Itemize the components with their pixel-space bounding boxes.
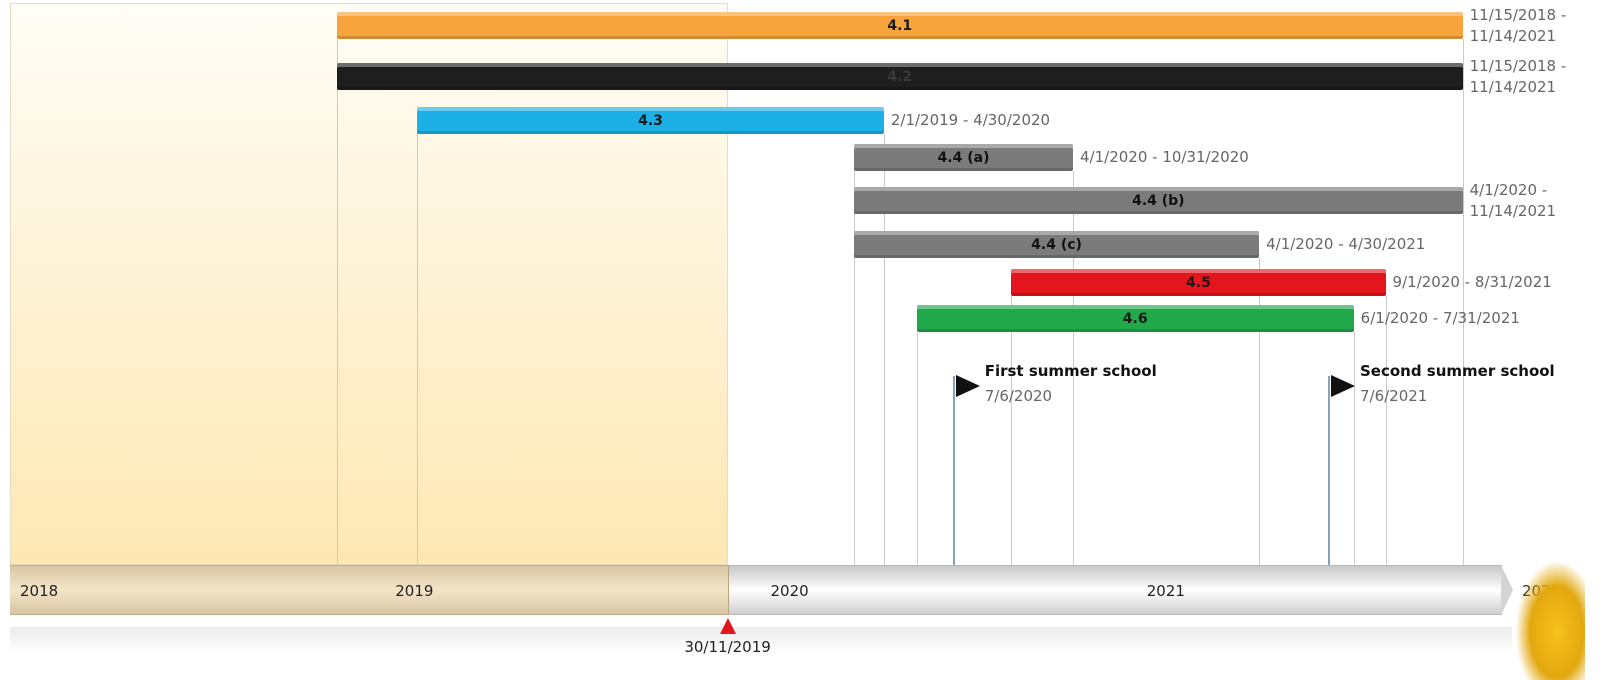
today-label: 30/11/2019 (684, 638, 771, 656)
axis-past (10, 565, 728, 615)
task-bar: 4.5 (1011, 269, 1386, 296)
task-dates: 4/1/2020 - 10/31/2020 (1080, 148, 1249, 166)
task-bar: 4.6 (916, 305, 1354, 332)
year-label: 2021 (1146, 582, 1185, 600)
task-bar: 4.2 (336, 63, 1463, 90)
task-dates: 11/15/2018 - 11/14/2021 (1469, 6, 1567, 45)
drop-line (1354, 332, 1355, 565)
task-name: 4.4 (b) (1132, 192, 1185, 209)
axis-arrow (1501, 565, 1513, 615)
year-label: 2018 (20, 582, 59, 600)
task-dates: 6/1/2020 - 7/31/2021 (1360, 309, 1520, 327)
milestone-flag (955, 375, 980, 397)
year-label: 2019 (395, 582, 434, 600)
milestone-name: Second summer school (1359, 362, 1555, 380)
milestone-pole (952, 376, 955, 565)
drop-line (1386, 296, 1387, 565)
drop-line (884, 134, 885, 565)
year-label: 2020 (770, 582, 809, 600)
logo (1515, 560, 1585, 680)
milestone-date: 7/6/2021 (1359, 387, 1428, 405)
milestone-name: First summer school (984, 362, 1157, 380)
milestone-date: 7/6/2020 (984, 387, 1053, 405)
milestone-flag (1330, 375, 1355, 397)
drop-line (417, 134, 418, 565)
drop-line (1259, 258, 1260, 565)
task-bar: 4.3 (417, 107, 884, 134)
axis-future (727, 565, 1502, 615)
task-dates: 4/1/2020 - 4/30/2021 (1266, 235, 1426, 253)
axis-reflection (10, 627, 1512, 655)
drop-line (854, 258, 855, 565)
task-name: 4.4 (c) (1031, 236, 1082, 253)
drop-line (1011, 296, 1012, 565)
task-bar: 4.4 (b) (854, 187, 1463, 214)
task-name: 4.6 (1122, 310, 1148, 327)
task-dates: 9/1/2020 - 8/31/2021 (1392, 273, 1552, 291)
task-name: 4.3 (638, 112, 663, 129)
today-marker (719, 618, 736, 634)
drop-line (1073, 171, 1074, 565)
task-bar: 4.4 (a) (854, 144, 1073, 171)
task-dates: 2/1/2019 - 4/30/2020 (890, 111, 1051, 129)
drop-line (917, 332, 918, 565)
today-line (727, 565, 729, 615)
task-dates: 4/1/2020 - 11/14/2021 (1469, 181, 1557, 220)
past-region (10, 3, 728, 565)
task-bar: 4.4 (c) (854, 231, 1260, 258)
task-name: 4.4 (a) (937, 149, 990, 166)
drop-line (337, 90, 338, 565)
task-dates: 11/15/2018 - 11/14/2021 (1469, 57, 1567, 96)
task-name: 4.5 (1186, 274, 1211, 291)
task-bar: 4.1 (336, 12, 1463, 39)
task-name: 4.1 (887, 17, 913, 34)
drop-line (1463, 214, 1464, 565)
task-name: 4.2 (887, 68, 913, 85)
milestone-pole (1327, 376, 1330, 565)
